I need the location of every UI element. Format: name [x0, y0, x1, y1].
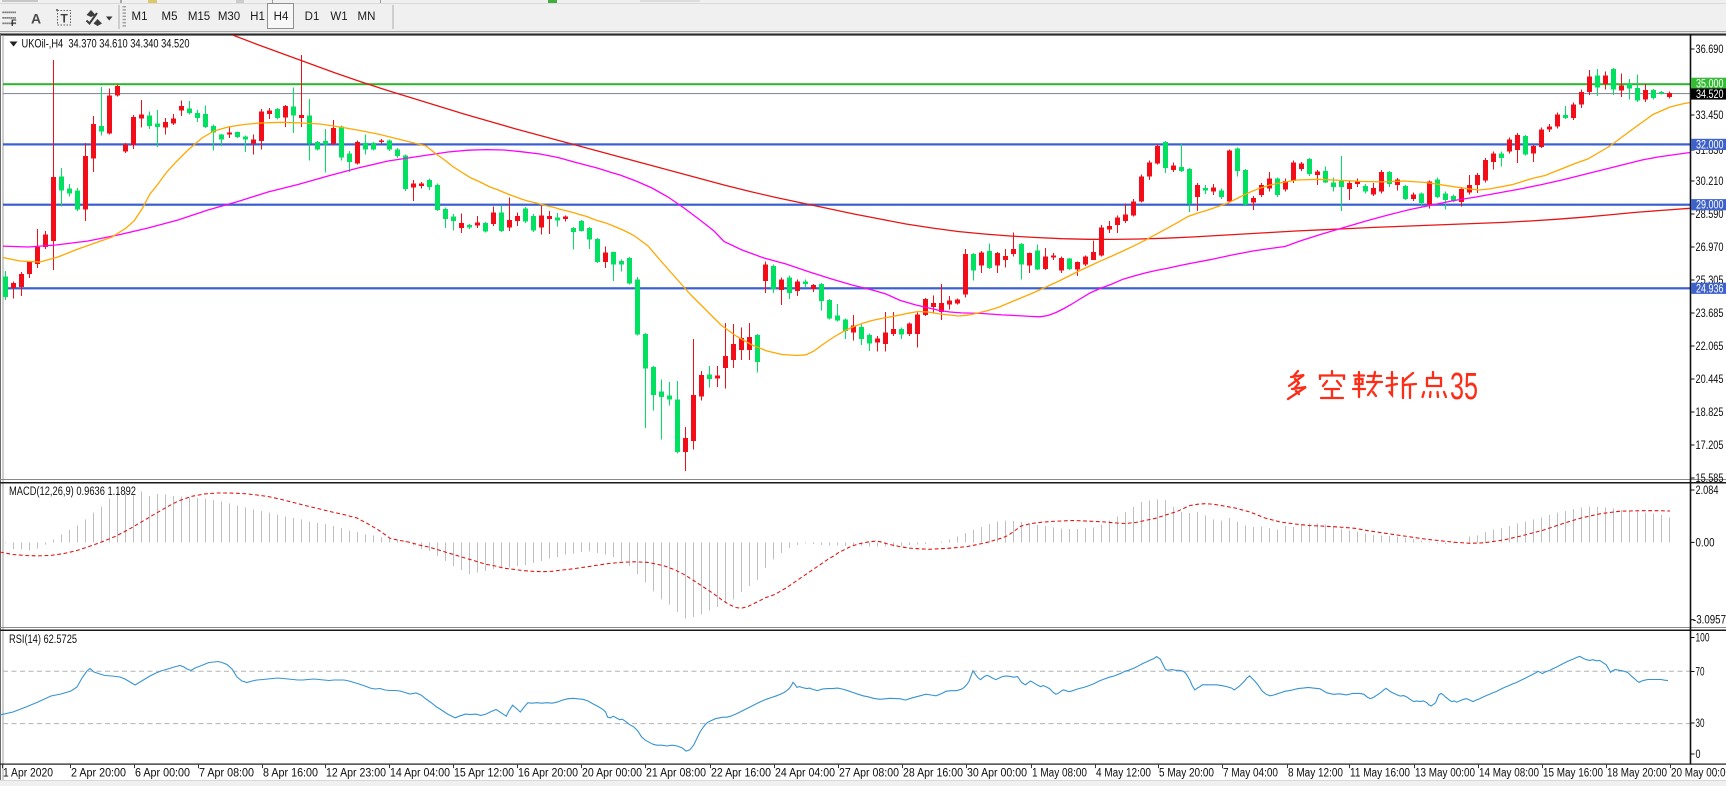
svg-text:H4: H4 — [274, 11, 289, 23]
svg-text:MN: MN — [358, 11, 376, 23]
svg-text:22.065: 22.065 — [1696, 341, 1724, 353]
svg-text:26.970: 26.970 — [1696, 242, 1724, 254]
svg-text:2 Apr 20:00: 2 Apr 20:00 — [71, 768, 126, 780]
svg-text:30 Apr 00:00: 30 Apr 00:00 — [967, 768, 1027, 780]
svg-text:4 May 12:00: 4 May 12:00 — [1096, 768, 1151, 780]
svg-text:36.690: 36.690 — [1696, 44, 1724, 56]
svg-text:17.205: 17.205 — [1696, 440, 1724, 452]
svg-text:13 May 00:00: 13 May 00:00 — [1415, 768, 1475, 780]
svg-text:11 May 16:00: 11 May 16:00 — [1350, 768, 1410, 780]
svg-text:33.450: 33.450 — [1696, 110, 1724, 122]
svg-text:15 Apr 12:00: 15 Apr 12:00 — [454, 768, 514, 780]
svg-text:14 Apr 04:00: 14 Apr 04:00 — [390, 768, 450, 780]
svg-text:70: 70 — [1696, 667, 1705, 679]
svg-text:14 May 08:00: 14 May 08:00 — [1479, 768, 1539, 780]
svg-text:30.210: 30.210 — [1696, 176, 1724, 188]
svg-text:29.000: 29.000 — [1696, 200, 1724, 212]
svg-text:23.685: 23.685 — [1696, 308, 1724, 320]
svg-text:34.520: 34.520 — [1696, 89, 1724, 101]
svg-text:W1: W1 — [330, 11, 347, 23]
svg-text:6 Apr 00:00: 6 Apr 00:00 — [135, 768, 190, 780]
svg-text:8 Apr 16:00: 8 Apr 16:00 — [263, 768, 318, 780]
svg-text:0.00: 0.00 — [1696, 537, 1715, 549]
svg-text:35.000: 35.000 — [1696, 78, 1724, 90]
svg-text:32.000: 32.000 — [1696, 139, 1724, 151]
svg-text:18 May 20:00: 18 May 20:00 — [1607, 768, 1667, 780]
svg-text:100: 100 — [1696, 633, 1710, 645]
svg-text:20 Apr 00:00: 20 Apr 00:00 — [582, 768, 642, 780]
svg-text:M30: M30 — [218, 11, 240, 23]
svg-text:M15: M15 — [188, 11, 210, 23]
svg-text:F: F — [11, 18, 17, 28]
svg-text:24 Apr 04:00: 24 Apr 04:00 — [775, 768, 835, 780]
svg-text:7 May 04:00: 7 May 04:00 — [1223, 768, 1278, 780]
svg-text:T: T — [61, 12, 69, 26]
svg-text:20 May 00:00: 20 May 00:00 — [1671, 768, 1726, 780]
svg-text:UKOil-,H4 34.370 34.610 34.34: UKOil-,H4 34.370 34.610 34.340 34.520 — [22, 37, 190, 51]
svg-text:15.585: 15.585 — [1696, 473, 1724, 485]
svg-text:1 May 08:00: 1 May 08:00 — [1032, 768, 1087, 780]
svg-text:21 Apr 08:00: 21 Apr 08:00 — [646, 768, 706, 780]
svg-text:0: 0 — [1696, 749, 1701, 761]
svg-text:A: A — [31, 11, 41, 27]
svg-text:16 Apr 20:00: 16 Apr 20:00 — [518, 768, 578, 780]
svg-text:30: 30 — [1696, 718, 1705, 730]
svg-text:28.590: 28.590 — [1696, 209, 1724, 221]
svg-text:8 May 12:00: 8 May 12:00 — [1288, 768, 1343, 780]
svg-text:22 Apr 16:00: 22 Apr 16:00 — [711, 768, 771, 780]
svg-text:2.084: 2.084 — [1696, 485, 1719, 497]
svg-text:27 Apr 08:00: 27 Apr 08:00 — [839, 768, 899, 780]
svg-text:RSI(14) 62.5725: RSI(14) 62.5725 — [9, 634, 77, 646]
svg-text:18.825: 18.825 — [1696, 407, 1724, 419]
svg-text:12 Apr 23:00: 12 Apr 23:00 — [326, 768, 386, 780]
svg-text:M5: M5 — [162, 11, 178, 23]
svg-text:-3.0957: -3.0957 — [1693, 615, 1726, 627]
svg-text:H1: H1 — [250, 11, 265, 23]
svg-text:28 Apr 16:00: 28 Apr 16:00 — [903, 768, 963, 780]
svg-text:5 May 20:00: 5 May 20:00 — [1159, 768, 1214, 780]
svg-text:MACD(12,26,9) 0.9636 1.1892: MACD(12,26,9) 0.9636 1.1892 — [9, 486, 136, 498]
svg-text:24.936: 24.936 — [1696, 283, 1724, 295]
svg-text:20.445: 20.445 — [1696, 374, 1724, 386]
svg-text:D1: D1 — [305, 11, 320, 23]
svg-text:1 Apr 2020: 1 Apr 2020 — [3, 768, 53, 780]
svg-text:7 Apr 08:00: 7 Apr 08:00 — [199, 768, 254, 780]
svg-text:35: 35 — [1450, 366, 1478, 408]
svg-text:M1: M1 — [132, 11, 148, 23]
svg-text:15 May 16:00: 15 May 16:00 — [1543, 768, 1603, 780]
